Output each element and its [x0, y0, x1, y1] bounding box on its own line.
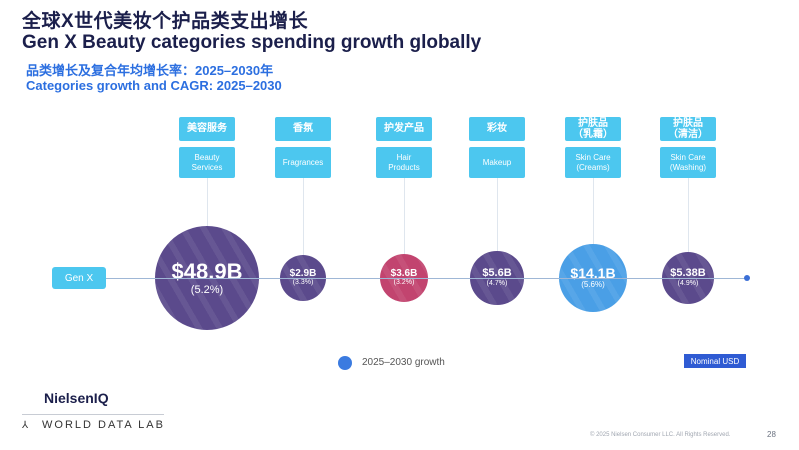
- cagr-label-skin-care-washing: (4.9%): [677, 279, 699, 287]
- gen-x-label: Gen X: [52, 267, 106, 289]
- bubble-makeup: $5.6B (4.7%): [470, 251, 524, 305]
- bubble-hair-products: $3.6B (3.2%): [379, 253, 429, 303]
- category-cn-beauty-services: 美容服务: [179, 117, 235, 141]
- cagr-label-makeup: (4.7%): [486, 279, 508, 287]
- category-cn-skin-care-washing: 护肤品 （清洁）: [660, 117, 716, 141]
- page-number: 28: [767, 430, 776, 439]
- subtitle-english: Categories growth and CAGR: 2025–2030: [26, 78, 282, 93]
- connector-line-makeup: [497, 178, 498, 278]
- cagr-label-skin-care-creams: (5.6%): [581, 279, 605, 289]
- copyright-notice: © 2025 Nielsen Consumer LLC. All Rights …: [590, 432, 731, 438]
- value-label-makeup: $5.6B: [482, 267, 512, 280]
- world-data-lab-mark-icon: ⅄: [22, 420, 29, 431]
- legend-dot: [338, 356, 352, 370]
- nielseniq-logo: NielsenIQ: [44, 390, 109, 406]
- connector-line-skin-care-creams: [593, 178, 594, 278]
- category-en-fragrances: Fragrances: [275, 147, 331, 178]
- value-label-beauty-services: $48.9B: [171, 259, 243, 285]
- value-label-skin-care-washing: $5.38B: [670, 267, 706, 280]
- timeline-axis: [105, 278, 747, 279]
- category-en-beauty-services: Beauty Services: [179, 147, 235, 178]
- subtitle-chinese: 品类增长及复合年均增长率：2025–2030年: [26, 63, 274, 78]
- category-en-hair-products: Hair Products: [376, 147, 432, 178]
- value-label-hair-products: $3.6B: [390, 267, 418, 279]
- title-chinese: 全球X世代美妆个护品类支出增长: [22, 11, 309, 32]
- category-cn-makeup: 彩妆: [469, 117, 525, 141]
- value-label-skin-care-creams: $14.1B: [570, 265, 616, 282]
- category-en-skin-care-creams: Skin Care (Creams): [565, 147, 621, 178]
- bubble-skin-care-washing: $5.38B (4.9%): [661, 251, 715, 305]
- axis-end-dot: [744, 275, 750, 281]
- value-label-fragrances: $2.9B: [289, 267, 317, 279]
- title-english: Gen X Beauty categories spending growth …: [22, 32, 482, 53]
- cagr-label-hair-products: (3.2%): [393, 279, 415, 287]
- cagr-label-fragrances: (3.3%): [292, 279, 314, 287]
- footer-divider: [22, 414, 164, 415]
- connector-line-skin-care-washing: [688, 178, 689, 278]
- cagr-label-beauty-services: (5.2%): [190, 283, 224, 296]
- category-en-makeup: Makeup: [469, 147, 525, 178]
- category-cn-hair-products: 护发产品: [376, 117, 432, 141]
- nominal-usd-badge: Nominal USD: [684, 354, 746, 368]
- world-data-lab-logo: WORLD DATA LAB: [42, 419, 165, 431]
- category-en-skin-care-washing: Skin Care (Washing): [660, 147, 716, 178]
- category-cn-fragrances: 香氛: [275, 117, 331, 141]
- connector-line-fragrances: [303, 178, 304, 278]
- category-cn-skin-care-creams: 护肤品 （乳霜）: [565, 117, 621, 141]
- connector-line-hair-products: [404, 178, 405, 278]
- legend-label: 2025–2030 growth: [362, 357, 445, 368]
- bubble-skin-care-creams: $14.1B (5.6%): [558, 243, 628, 313]
